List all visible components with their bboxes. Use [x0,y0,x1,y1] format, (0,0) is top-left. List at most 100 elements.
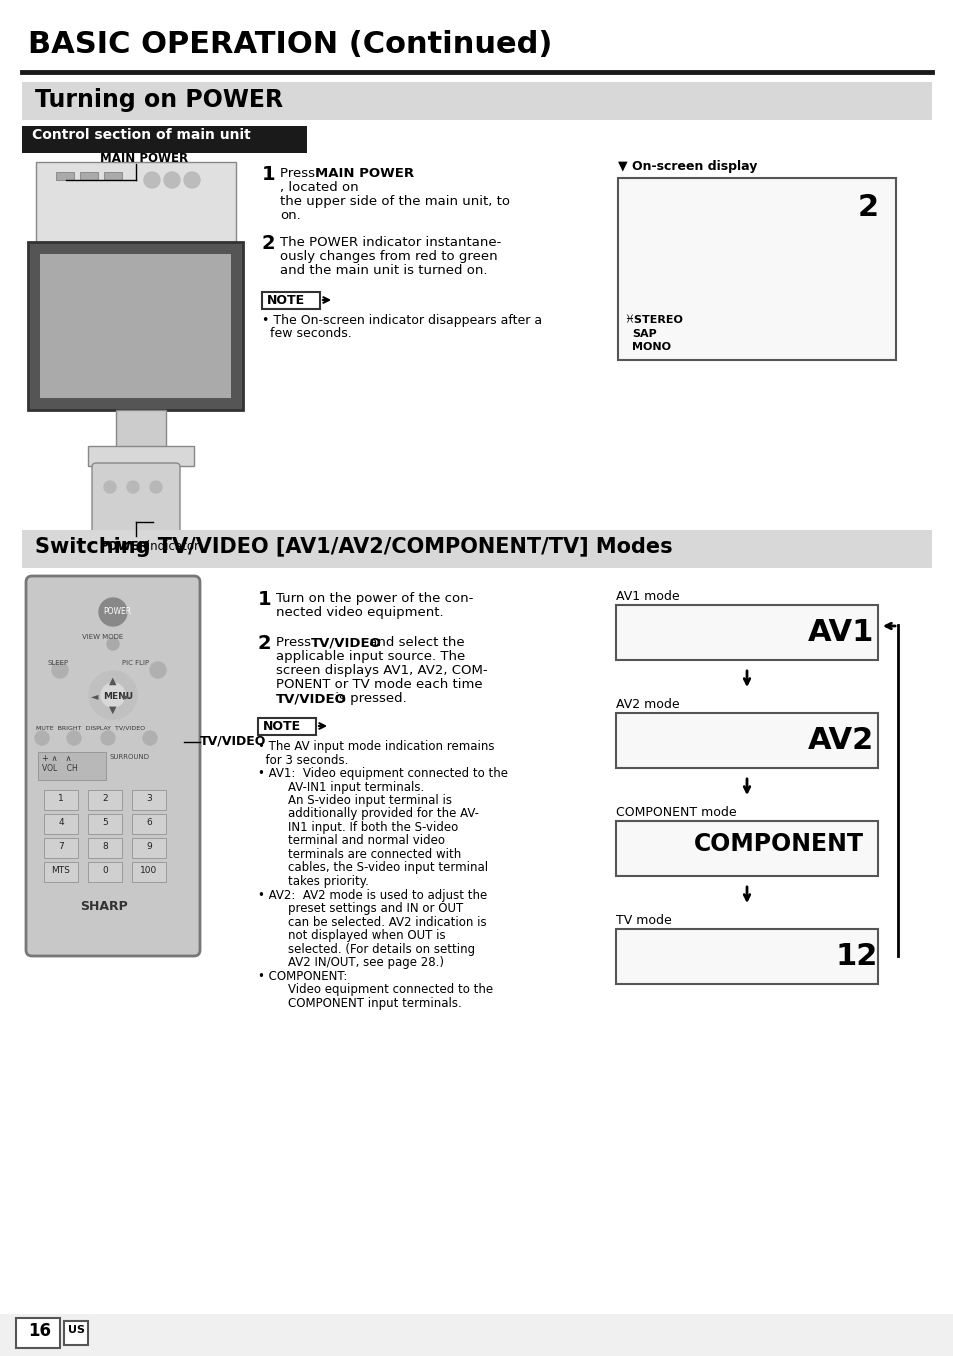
Text: POWER: POWER [100,540,149,553]
Text: MENU: MENU [103,692,133,701]
Text: SLEEP: SLEEP [48,660,69,666]
Text: TV mode: TV mode [616,914,671,928]
Text: 9: 9 [146,842,152,852]
Text: COMPONENT input terminals.: COMPONENT input terminals. [257,997,461,1009]
Text: NOTE: NOTE [267,294,305,306]
Circle shape [67,731,81,744]
Text: additionally provided for the AV-: additionally provided for the AV- [257,808,478,820]
Circle shape [150,481,162,494]
Bar [44,838,78,858]
Text: 2: 2 [262,235,275,254]
Circle shape [101,683,125,706]
Text: is pressed.: is pressed. [331,692,406,705]
Text: 6: 6 [146,818,152,827]
Text: not displayed when OUT is: not displayed when OUT is [257,929,445,942]
Bar [616,605,877,660]
Text: cables, the S-video input terminal: cables, the S-video input terminal [257,861,488,875]
Text: NOTE: NOTE [263,720,301,734]
Text: • COMPONENT:: • COMPONENT: [257,970,347,983]
Bar [132,791,166,810]
FancyBboxPatch shape [26,576,200,956]
Text: COMPONENT mode: COMPONENT mode [616,805,736,819]
Text: ►: ► [123,692,131,701]
Text: + ∧   ∧: + ∧ ∧ [42,754,71,763]
Text: terminal and normal video: terminal and normal video [257,834,444,848]
Text: • AV1:  Video equipment connected to the: • AV1: Video equipment connected to the [257,767,507,780]
Bar [28,241,243,410]
Text: for 3 seconds.: for 3 seconds. [257,754,348,766]
Bar [262,292,319,309]
Text: takes priority.: takes priority. [257,875,369,888]
Text: VOL    CH: VOL CH [42,763,77,773]
Circle shape [150,662,166,678]
Bar [36,161,235,247]
Bar [40,254,231,399]
Text: and select the: and select the [365,636,464,650]
Bar [132,814,166,834]
FancyBboxPatch shape [91,462,180,536]
Circle shape [52,662,68,678]
Circle shape [127,481,139,494]
Text: SAP: SAP [631,330,656,339]
Text: few seconds.: few seconds. [262,327,352,340]
Bar [88,862,122,881]
Text: 1: 1 [58,795,64,803]
Bar [618,178,895,359]
Text: MUTE  BRIGHT  DISPLAY  TV/VIDEO: MUTE BRIGHT DISPLAY TV/VIDEO [36,725,145,731]
Circle shape [101,731,115,744]
Bar [44,791,78,810]
Bar [132,862,166,881]
Circle shape [164,172,180,188]
Text: nected video equipment.: nected video equipment. [275,606,443,618]
Text: The POWER indicator instantane-: The POWER indicator instantane- [280,236,501,250]
Text: Switching TV/VIDEO [AV1/AV2/COMPONENT/TV] Modes: Switching TV/VIDEO [AV1/AV2/COMPONENT/TV… [35,537,672,557]
Text: ously changes from red to green: ously changes from red to green [280,250,497,263]
Text: SURROUND: SURROUND [110,754,150,759]
Text: AV2 mode: AV2 mode [616,698,679,711]
Text: ◄: ◄ [91,692,98,701]
Text: 12: 12 [835,942,878,971]
Text: Video equipment connected to the: Video equipment connected to the [257,983,493,997]
Text: the upper side of the main unit, to: the upper side of the main unit, to [280,195,510,207]
Text: MAIN POWER: MAIN POWER [100,152,188,165]
Text: Turn on the power of the con-: Turn on the power of the con- [275,593,473,605]
Text: PONENT or TV mode each time: PONENT or TV mode each time [275,678,482,692]
Text: AV1: AV1 [807,618,874,647]
Text: terminals are connected with: terminals are connected with [257,848,460,861]
Bar [64,1321,88,1345]
Text: selected. (For details on setting: selected. (For details on setting [257,942,475,956]
Circle shape [104,481,116,494]
Bar [616,929,877,984]
Text: • AV2:  AV2 mode is used to adjust the: • AV2: AV2 mode is used to adjust the [257,888,487,902]
Bar [0,1314,953,1356]
Text: VIEW MODE: VIEW MODE [82,635,123,640]
Bar [44,814,78,834]
Circle shape [184,172,200,188]
Circle shape [144,172,160,188]
Bar [616,820,877,876]
Text: TV/VIDEO: TV/VIDEO [311,636,381,650]
Bar [88,791,122,810]
Text: US: US [68,1325,85,1336]
Text: 0: 0 [102,866,108,875]
Text: Control section of main unit: Control section of main unit [32,127,251,142]
Text: 5: 5 [102,818,108,827]
Text: 100: 100 [140,866,157,875]
Text: indicator: indicator [143,540,199,553]
Text: , located on: , located on [280,180,358,194]
Text: on.: on. [280,209,300,222]
Text: MAIN POWER: MAIN POWER [314,167,414,180]
Text: 1: 1 [257,590,272,609]
Text: 1: 1 [262,165,275,184]
Text: AV2 IN/OUT, see page 28.): AV2 IN/OUT, see page 28.) [257,956,443,970]
Bar [104,172,122,180]
Text: 3: 3 [146,795,152,803]
Bar [22,530,931,568]
Text: 8: 8 [102,842,108,852]
Circle shape [99,598,127,626]
Circle shape [89,671,137,719]
Bar [38,753,106,780]
Text: Press: Press [280,167,319,180]
Text: 2: 2 [857,193,879,222]
Text: ▼ On-screen display: ▼ On-screen display [618,160,757,174]
